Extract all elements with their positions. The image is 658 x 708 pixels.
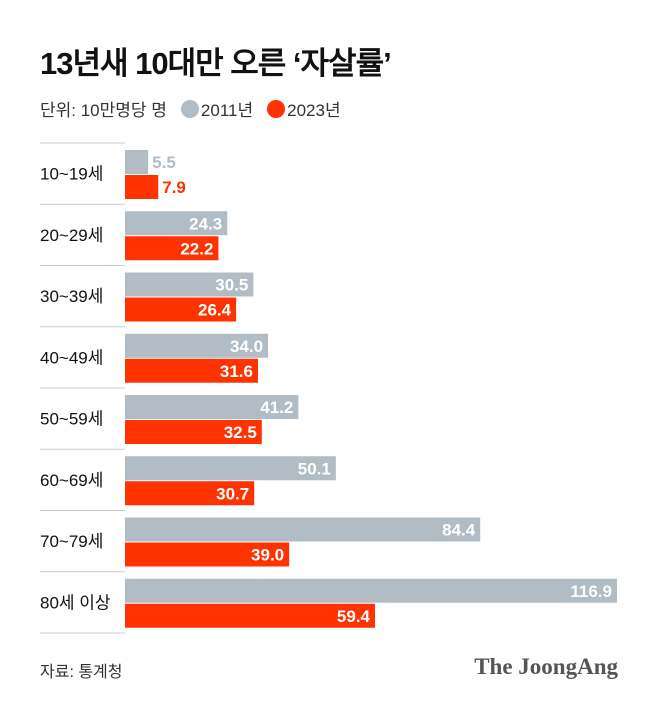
legend: 단위: 10만명당 명 2011년 2023년 <box>40 96 341 121</box>
bar-2023년 <box>125 542 290 567</box>
category-label: 50~59세 <box>40 410 103 429</box>
data-label: 50.1 <box>298 459 331 478</box>
data-label: 30.5 <box>215 276 248 295</box>
bar-2011년 <box>125 578 617 603</box>
publisher-logo: The JoongAng <box>474 654 618 679</box>
legend-dot-2023 <box>267 99 286 118</box>
legend-label-2011: 2011년 <box>200 101 254 120</box>
data-label: 5.5 <box>152 153 176 172</box>
bar-2023년 <box>125 175 159 199</box>
bar-2011년 <box>125 517 481 542</box>
data-label: 39.0 <box>251 546 284 565</box>
unit-label: 단위: 10만명당 명 <box>40 101 167 120</box>
bar-2023년 <box>125 420 262 444</box>
bar-2023년 <box>125 236 219 261</box>
chart-title: 13년새 10대만 오른 ‘자살률’ <box>40 46 392 81</box>
category-label: 40~49세 <box>40 348 103 367</box>
bar-2023년 <box>125 358 258 383</box>
data-label: 24.3 <box>189 214 222 233</box>
bar-2011년 <box>125 395 299 419</box>
category-label: 20~29세 <box>40 226 103 245</box>
data-label: 26.4 <box>198 301 232 320</box>
data-label: 59.4 <box>337 607 371 626</box>
category-label: 60~69세 <box>40 471 103 490</box>
data-label: 34.0 <box>230 337 263 356</box>
category-label: 70~79세 <box>40 532 103 551</box>
bar-2023년 <box>125 297 237 322</box>
data-label: 41.2 <box>260 398 293 417</box>
legend-label-2023: 2023년 <box>287 101 341 120</box>
bar-2011년 <box>125 211 228 236</box>
bar-2011년 <box>125 272 254 297</box>
source-note: 자료: 통계청 <box>40 664 123 681</box>
data-label: 22.2 <box>180 239 213 258</box>
data-label: 7.9 <box>162 178 186 197</box>
category-label: 30~39세 <box>40 287 103 306</box>
data-label: 116.9 <box>570 582 612 601</box>
bar-2023년 <box>125 603 375 628</box>
data-label: 84.4 <box>442 521 476 540</box>
data-label: 32.5 <box>224 423 257 442</box>
category-label: 10~19세 <box>40 165 103 184</box>
data-label: 31.6 <box>220 362 253 381</box>
legend-dot-2011 <box>180 99 199 118</box>
category-label: 80세 이상 <box>40 593 111 612</box>
bar-2011년 <box>125 456 336 481</box>
bar-2011년 <box>125 333 269 358</box>
data-label: 30.7 <box>216 484 249 503</box>
bar-2023년 <box>125 481 255 506</box>
bar-2011년 <box>125 150 149 174</box>
